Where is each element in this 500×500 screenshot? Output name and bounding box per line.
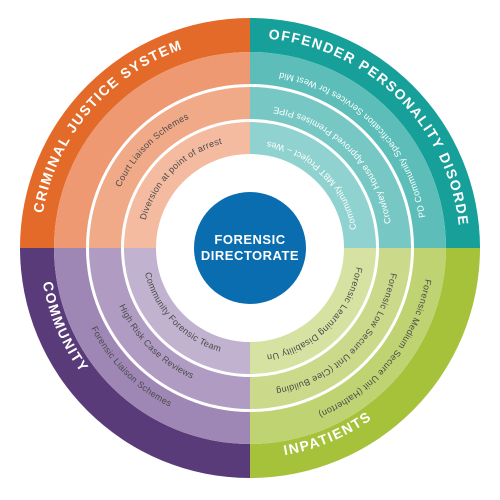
- center-label-2: DIRECTORATE: [201, 248, 299, 263]
- forensic-directorate-wheel: FORENSICDIRECTORATECOMMUNITYCRIMINAL JUS…: [0, 0, 500, 500]
- center-label-1: FORENSIC: [214, 232, 285, 247]
